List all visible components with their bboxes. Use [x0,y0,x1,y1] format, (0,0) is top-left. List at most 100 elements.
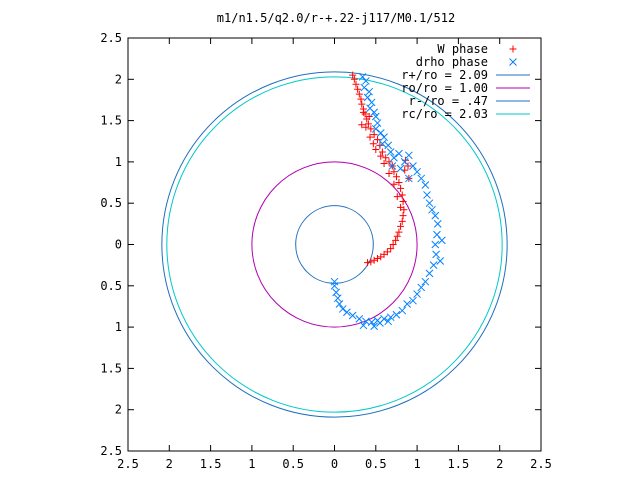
axis-ticks: 2.5 2 1.5 1 0.5 0 0.5 1 1.5 2 2.52.521.510.500.511… [100,31,552,471]
point-drho-phase-56 [396,164,405,173]
point-drho-phase-25 [425,199,434,208]
x-tick-label-6: 0.5 [365,457,387,471]
point-w-phase-47 [377,253,385,261]
y-tick-label-9: 2 [115,403,122,417]
reference-circle-3 [166,76,503,413]
point-drho-phase-16 [390,153,398,162]
y-tick-label-10: 2.5 [100,444,122,458]
point-drho-phase-3 [365,87,374,96]
point-drho-phase-31 [432,250,440,259]
point-drho-phase-36 [413,290,421,298]
x-tick-label-1: 2 [166,457,173,471]
point-w-phase-8 [361,110,369,118]
point-drho-phase-2 [360,83,369,92]
y-tick-label-3: 1 [115,155,122,169]
point-drho-phase-27 [431,211,440,220]
point-drho-phase-41 [386,313,395,322]
y-tick-label-0: 2.5 [100,31,122,45]
point-drho-phase-37 [409,296,417,305]
point-w-phase-41 [393,232,401,240]
point-w-phase-50 [367,258,375,266]
point-w-phase-21 [377,152,385,160]
point-w-phase-15 [366,133,374,141]
point-drho-phase-18 [400,158,409,166]
point-drho-phase-9 [373,119,382,127]
legend-label-4: r-/ro = .47 [409,94,488,108]
point-w-phase-16 [373,136,381,144]
point-drho-phase-45 [362,317,370,326]
point-drho-phase-1 [362,77,370,85]
point-drho-phase-7 [370,108,379,117]
x-tick-label-0: 2.5 [117,457,139,471]
point-drho-phase-40 [392,310,401,319]
point-w-phase-26 [390,168,398,176]
point-w-phase-28 [392,173,400,181]
point-w-phase-37 [399,212,407,220]
point-drho-phase-54 [330,277,339,286]
point-drho-phase-13 [378,139,387,148]
point-w-phase-32 [398,191,406,199]
point-w-phase-57 [365,112,373,120]
point-drho-phase-28 [433,219,442,228]
point-drho-phase-55 [388,162,397,170]
reference-circles [161,71,508,418]
point-drho-phase-48 [343,308,351,317]
point-drho-phase-26 [428,205,436,214]
legend-label-5: rc/ro = 2.03 [401,107,488,121]
point-w-phase-33 [393,193,401,201]
point-w-phase-51 [364,259,372,267]
point-drho-phase-14 [384,141,393,150]
point-w-phase-27 [385,169,393,177]
point-w-phase-29 [395,179,403,187]
point-w-phase-39 [397,222,405,230]
point-drho-phase-49 [338,305,347,313]
legend-label-0: W phase [437,42,488,56]
reference-circle-1 [251,161,418,328]
point-drho-phase-35 [417,283,426,292]
point-drho-phase-21 [413,167,421,176]
point-drho-phase-60 [370,322,379,331]
point-w-phase-1 [350,75,358,83]
y-tick-label-8: 1.5 [100,361,122,375]
point-w-phase-38 [398,217,406,225]
point-drho-phase-52 [332,288,341,297]
x-tick-label-4: 0.5 [282,457,304,471]
point-drho-phase-38 [403,300,412,308]
point-w-phase-49 [370,256,378,264]
legend-label-1: drho phase [416,55,488,69]
point-drho-phase-32 [429,261,438,270]
point-drho-phase-17 [395,149,403,158]
point-drho-phase-50 [335,300,344,308]
point-drho-phase-47 [348,311,357,320]
point-drho-phase-39 [398,306,407,315]
point-drho-phase-19 [404,151,413,160]
point-w-phase-36 [400,206,408,214]
point-drho-phase-33 [425,269,434,278]
x-tick-label-3: 1 [248,457,255,471]
point-w-phase-22 [382,154,390,162]
point-w-phase-56 [359,108,367,116]
x-tick-label-2: 1.5 [200,457,222,471]
point-drho-phase-10 [371,125,380,133]
point-w-phase-11 [358,121,366,129]
x-tick-label-5: 0 [331,457,338,471]
point-w-phase-13 [367,125,375,133]
x-tick-label-10: 2.5 [530,457,552,471]
point-w-phase-20 [378,148,386,156]
y-tick-label-1: 2 [115,72,122,86]
point-w-phase-30 [390,180,398,188]
point-w-phase-48 [373,255,381,263]
point-drho-phase-30 [431,240,440,249]
point-drho-phase-61 [359,321,368,330]
point-w-phase-14 [370,131,378,139]
point-w-phase-44 [387,245,395,253]
point-w-phase-0 [349,71,357,79]
point-w-phase-42 [392,236,400,244]
y-tick-label-5: 0 [115,238,122,252]
reference-circle-0 [161,71,508,418]
legend-swatch-1 [509,58,517,66]
point-w-phase-31 [397,184,405,192]
point-drho-phase-12 [380,133,388,141]
point-drho-phase-0 [358,72,367,81]
